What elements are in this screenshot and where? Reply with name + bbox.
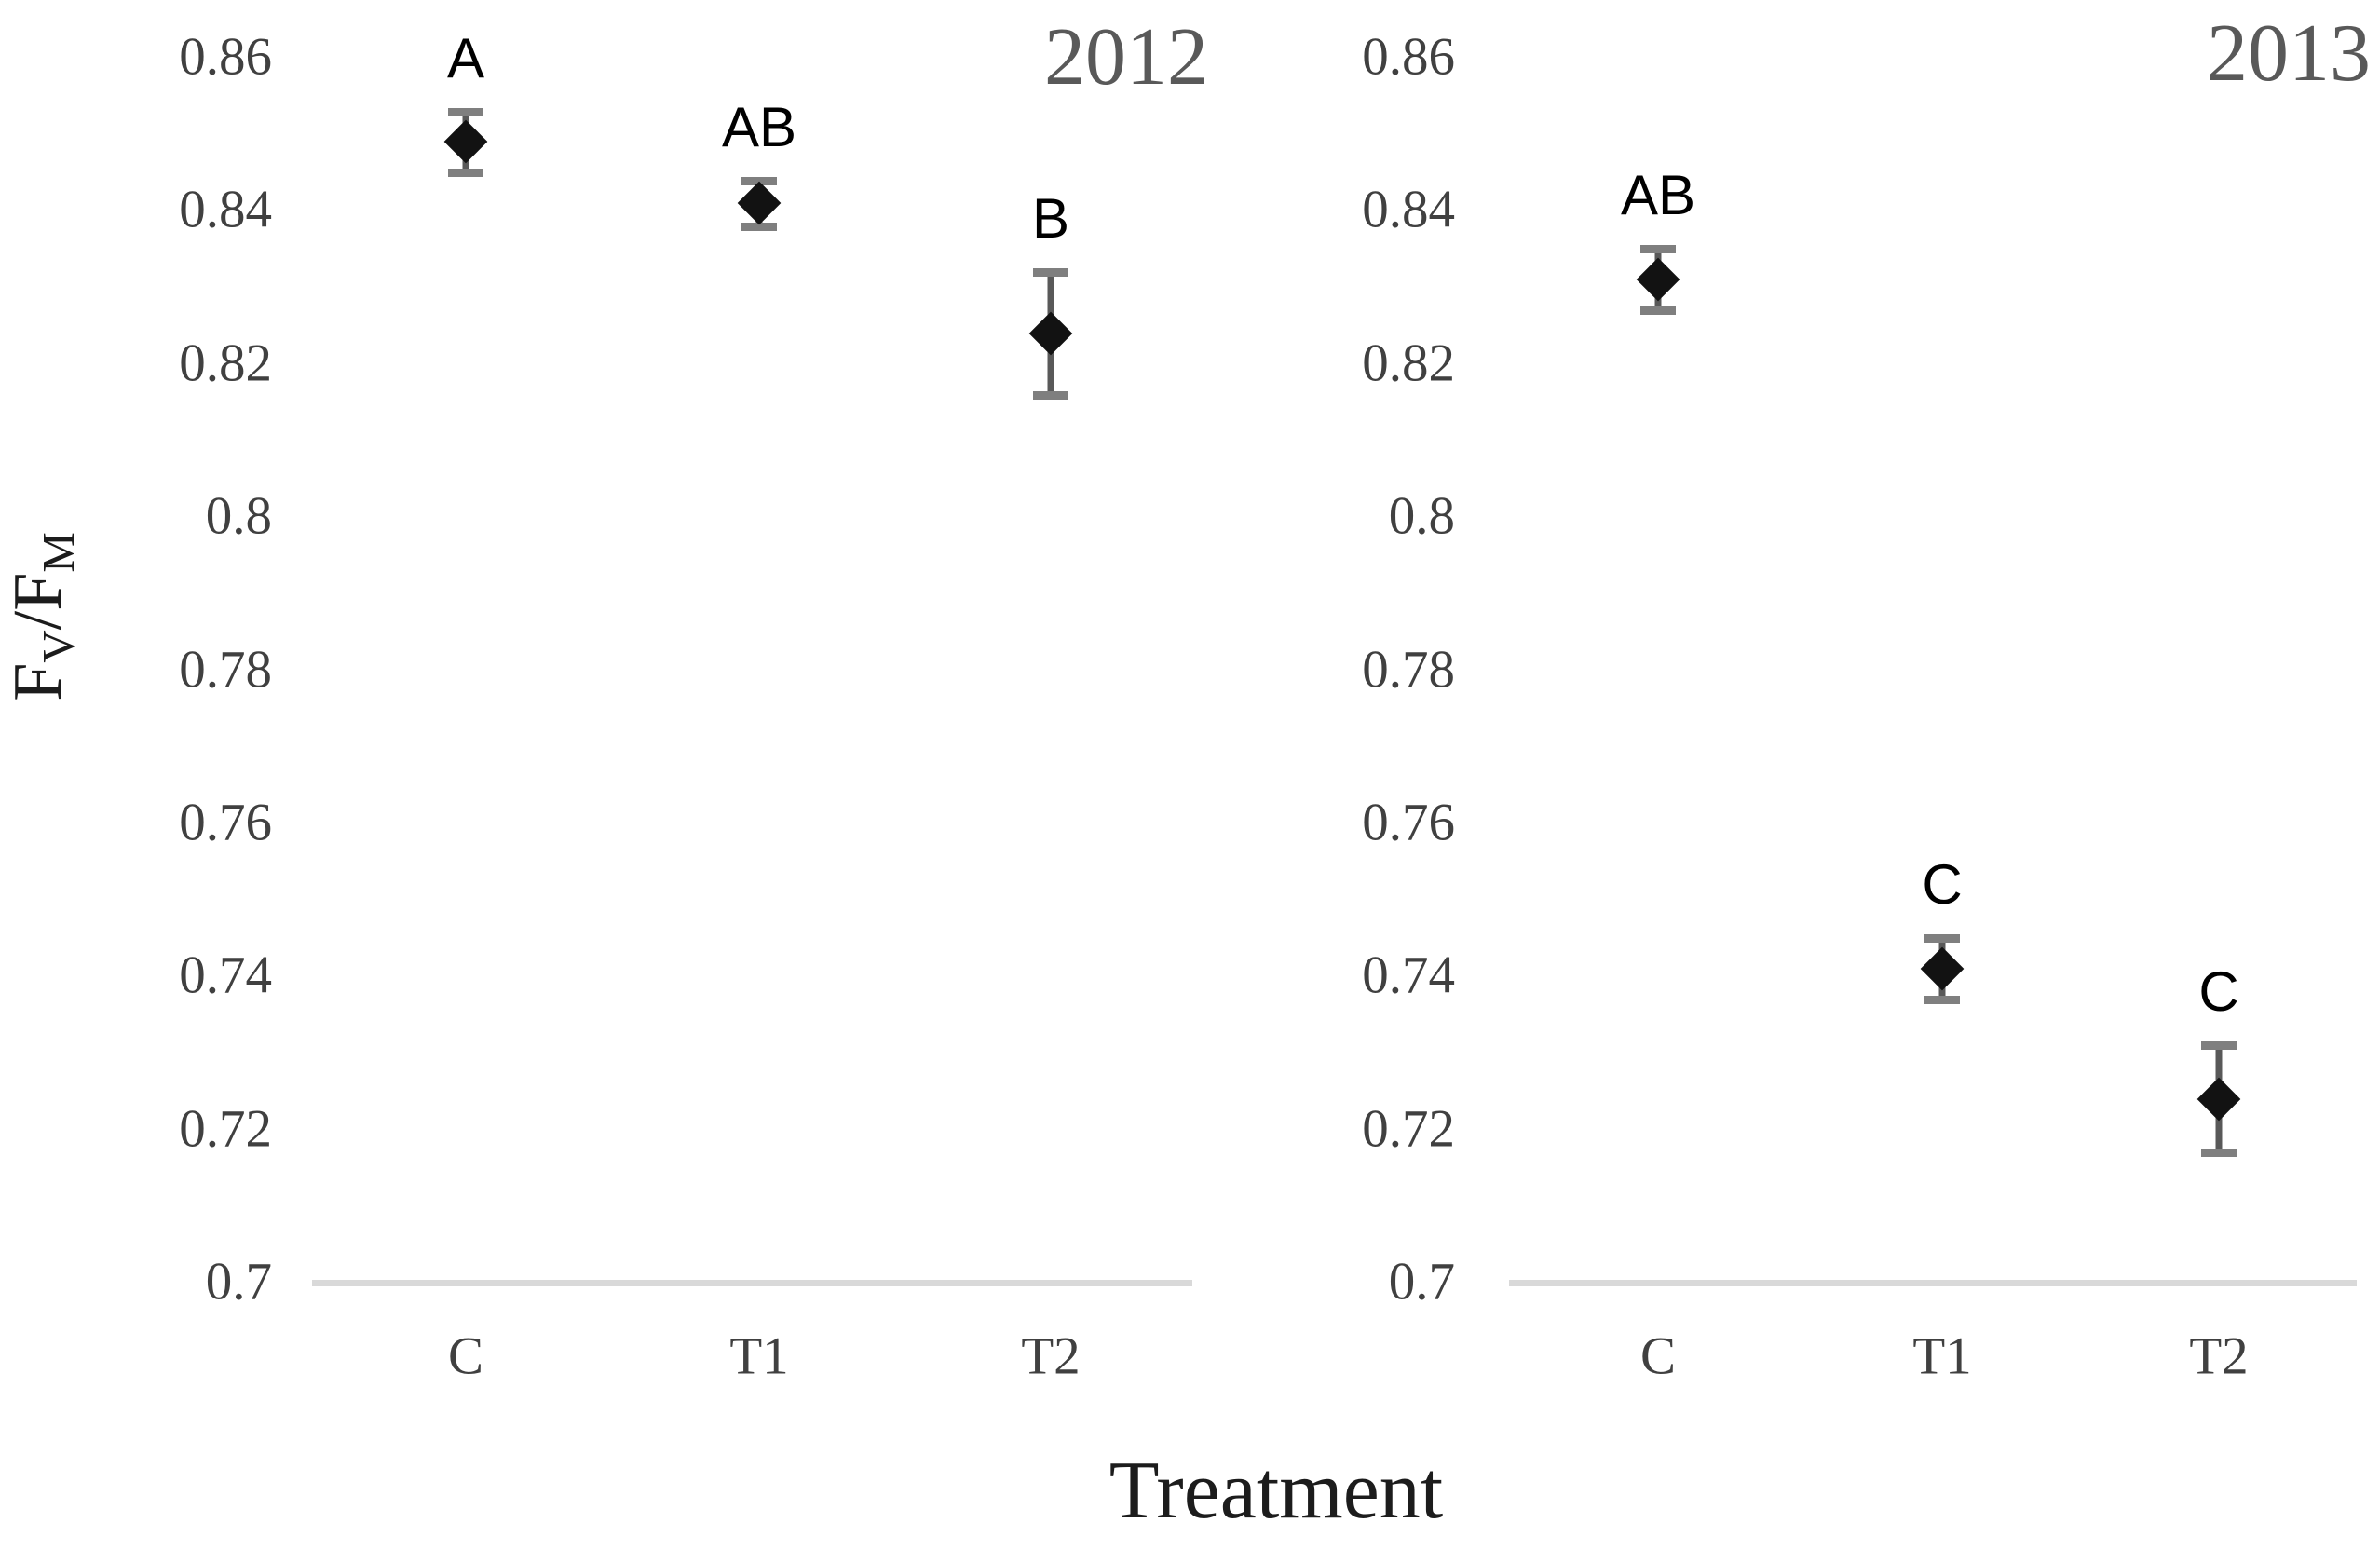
- x-category-label: C: [1639, 1326, 1677, 1386]
- error-bar-cap-bottom: [741, 222, 777, 231]
- y-tick-label: 0.74: [1362, 945, 1455, 1005]
- x-axis-line: [312, 1280, 1192, 1286]
- panel-year-title: 2013: [2207, 8, 2371, 99]
- y-tick-label: 0.76: [1362, 793, 1455, 852]
- x-category-label: T1: [1912, 1326, 1972, 1386]
- x-category-label: T2: [2189, 1326, 2249, 1386]
- y-tick-label: 0.78: [1362, 639, 1455, 699]
- significance-letter: A: [446, 26, 485, 89]
- error-bar-cap-top: [2201, 1041, 2237, 1051]
- y-tick-label: 0.84: [1362, 180, 1455, 239]
- x-axis-line: [1509, 1280, 2357, 1286]
- significance-letter: AB: [721, 95, 797, 158]
- error-bar-cap-bottom: [448, 169, 483, 178]
- y-tick-label: 0.7: [205, 1252, 272, 1312]
- x-category-label: C: [447, 1326, 484, 1386]
- data-point-marker: [1920, 946, 1965, 991]
- error-bar-cap-top: [1924, 934, 1960, 944]
- significance-letter: B: [1031, 187, 1070, 251]
- x-axis-title: Treatment: [1108, 1446, 1444, 1536]
- y-tick-label: 0.7: [1388, 1252, 1455, 1312]
- x-category-label: T2: [1021, 1326, 1081, 1386]
- y-tick-label: 0.84: [179, 180, 272, 239]
- significance-letter: C: [2198, 960, 2239, 1024]
- data-point-marker: [1636, 258, 1680, 302]
- significance-letter: AB: [1620, 164, 1696, 227]
- error-bar-cap-top: [1640, 245, 1676, 254]
- y-tick-label: 0.82: [179, 333, 272, 393]
- y-tick-label: 0.86: [1362, 27, 1455, 87]
- error-bar-cap-top: [741, 176, 777, 185]
- y-tick-label: 0.78: [179, 639, 272, 699]
- y-tick-label: 0.74: [179, 945, 272, 1005]
- x-category-label: T1: [729, 1326, 789, 1386]
- panel-year-title: 2012: [1044, 12, 1208, 102]
- y-tick-label: 0.72: [179, 1098, 272, 1158]
- y-tick-label: 0.82: [1362, 333, 1455, 393]
- y-tick-label: 0.8: [1388, 486, 1455, 546]
- y-tick-label: 0.86: [179, 27, 272, 87]
- significance-letter: C: [1922, 853, 1963, 917]
- data-point-marker: [2196, 1077, 2241, 1122]
- error-bar-cap-bottom: [1640, 306, 1676, 316]
- y-tick-label: 0.8: [205, 486, 272, 546]
- error-bar-cap-top: [448, 107, 483, 116]
- error-bar-cap-bottom: [2201, 1149, 2237, 1158]
- error-bar-cap-bottom: [1033, 390, 1068, 400]
- error-bar-cap-top: [1033, 268, 1068, 278]
- error-bar-cap-bottom: [1924, 995, 1960, 1004]
- y-tick-label: 0.76: [179, 793, 272, 852]
- y-tick-label: 0.72: [1362, 1098, 1455, 1158]
